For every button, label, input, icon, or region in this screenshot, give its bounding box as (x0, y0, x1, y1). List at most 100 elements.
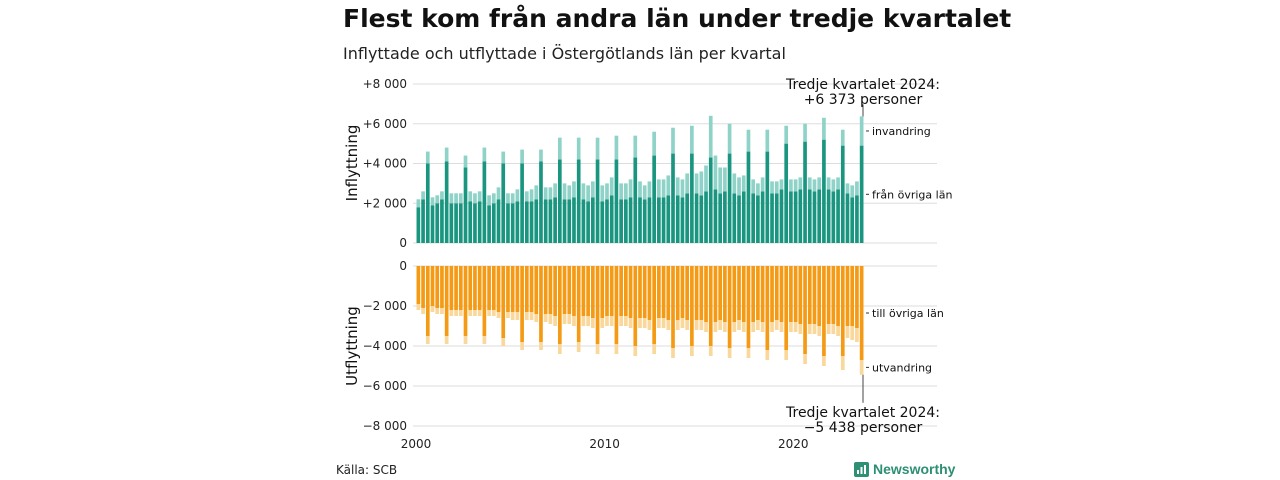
bar-segment (557, 344, 562, 354)
bar-segment (586, 185, 590, 202)
bar-segment (543, 187, 548, 200)
bar-segment (562, 199, 567, 243)
bar-segment (817, 177, 822, 190)
y-tick-label: −6 000 (363, 379, 407, 393)
bar-segment (449, 266, 454, 310)
bar-segment (633, 135, 638, 158)
bar-segment (477, 201, 482, 243)
bar-segment (458, 310, 463, 316)
bar-segment (543, 199, 548, 243)
bar-segment (732, 322, 737, 332)
bar-segment (774, 266, 779, 320)
bar-segment (822, 356, 826, 366)
bar-segment (572, 266, 576, 316)
bar-segment (440, 266, 444, 308)
bar-segment (652, 131, 656, 156)
bar-segment (440, 308, 444, 314)
bar-segment (454, 203, 458, 243)
bar-segment (463, 155, 468, 168)
bar-segment (836, 177, 840, 190)
bar-segment (694, 266, 699, 320)
bar-segment (793, 322, 798, 332)
bar-segment (647, 181, 652, 198)
series-label: till övriga län (872, 307, 944, 320)
brand-name: Newsworthy (873, 461, 956, 477)
y-tick-label: −8 000 (363, 419, 407, 433)
bar-segment (652, 266, 656, 344)
bar-segment (614, 135, 619, 160)
bar-segment (746, 266, 751, 348)
bar-segment (661, 179, 666, 198)
bar-segment (609, 195, 614, 243)
bar-segment (430, 205, 435, 243)
bar-segment (562, 266, 567, 314)
bar-segment (430, 197, 435, 206)
bar-segment (850, 185, 855, 198)
bar-segment (685, 173, 689, 194)
bar-segment (501, 338, 506, 346)
bar-segment (506, 266, 510, 312)
bar-segment (482, 336, 487, 344)
bar-segment (774, 193, 779, 243)
bar-segment (628, 318, 633, 328)
bar-segment (803, 141, 807, 243)
bar-segment (491, 310, 496, 316)
bar-segment (826, 177, 831, 190)
bar-segment (591, 318, 595, 328)
bar-segment (826, 189, 831, 243)
bar-segment (477, 266, 482, 310)
bar-segment (510, 312, 515, 320)
bar-segment (737, 320, 741, 330)
bar-segment (685, 193, 689, 243)
bar-segment (468, 266, 473, 310)
bar-segment (591, 197, 595, 243)
bar-segment (572, 316, 576, 326)
bar-segment (619, 316, 623, 326)
bar-segment (595, 137, 600, 160)
bar-segment (468, 191, 473, 202)
bar-segment (798, 177, 803, 190)
bar-segment (723, 191, 727, 243)
chart-subtitle: Inflyttade och utflyttade i Östergötland… (343, 44, 786, 63)
bar-segment (586, 266, 590, 316)
bar-segment (421, 191, 425, 200)
bar-segment (576, 159, 581, 243)
bar-segment (609, 266, 614, 316)
annotation-text: +6 373 personer (804, 92, 923, 108)
bar-segment (855, 328, 859, 342)
bar-segment (756, 183, 760, 196)
bar-segment (727, 348, 732, 358)
bar-segment (732, 173, 737, 194)
bar-segment (859, 116, 864, 146)
bar-segment (723, 266, 727, 322)
bar-segment (765, 129, 770, 152)
bar-segment (657, 197, 661, 243)
bar-segment (699, 320, 704, 330)
bar-segment (713, 155, 718, 190)
bar-segment (534, 266, 539, 314)
bar-segment (699, 266, 704, 320)
bar-segment (675, 320, 680, 330)
bar-segment (680, 179, 685, 198)
bar-segment (685, 320, 689, 330)
bar-segment (425, 336, 430, 344)
bar-segment (704, 266, 708, 322)
bar-segment (491, 266, 496, 310)
bar-segment (628, 197, 633, 243)
bar-segment (548, 199, 553, 243)
y-tick-label: +2 000 (363, 196, 407, 210)
y-tick-label: +8 000 (363, 77, 407, 91)
bar-segment (581, 316, 586, 326)
bar-segment (850, 266, 855, 326)
bar-segment (666, 320, 671, 330)
bar-segment (444, 147, 449, 162)
bar-segment (690, 346, 694, 356)
bar-segment (562, 314, 567, 324)
bar-segment (624, 316, 628, 326)
bar-segment (638, 266, 642, 318)
bar-segment (760, 322, 765, 332)
bar-segment (657, 179, 661, 198)
bar-segment (557, 137, 562, 160)
bar-segment (591, 266, 595, 318)
bar-segment (756, 320, 760, 330)
